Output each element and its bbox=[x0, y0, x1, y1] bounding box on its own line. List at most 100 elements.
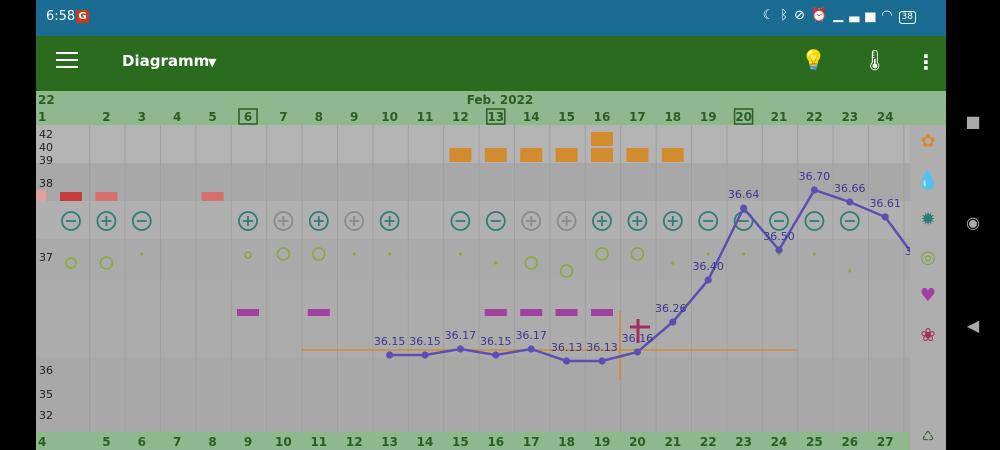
date-label[interactable]: 22 bbox=[806, 110, 823, 124]
mucus-marker bbox=[494, 261, 498, 265]
test-marker bbox=[733, 211, 754, 231]
date-label[interactable]: 15 bbox=[558, 110, 575, 124]
wifi-icon: ◠ bbox=[881, 8, 899, 23]
temperature-point[interactable] bbox=[775, 246, 783, 254]
temperature-point[interactable] bbox=[492, 351, 500, 359]
temperature-point[interactable] bbox=[563, 357, 571, 365]
cycle-day-label: 24 bbox=[771, 435, 788, 449]
lightbulb-icon[interactable]: 💡 bbox=[801, 48, 826, 72]
more-vert-icon[interactable]: ⋮ bbox=[916, 50, 936, 74]
mucus-marker bbox=[812, 252, 817, 256]
back-triangle-icon[interactable]: ◀ bbox=[966, 316, 980, 335]
spotting-marker bbox=[201, 192, 224, 201]
square-icon[interactable]: ■ bbox=[965, 112, 981, 131]
date-label[interactable]: 23 bbox=[841, 110, 858, 124]
cycle-day-label: 19 bbox=[594, 435, 611, 449]
settings-flower-icon[interactable]: ❀ bbox=[920, 325, 936, 346]
google-icon: G bbox=[76, 10, 89, 23]
date-label[interactable]: 24 bbox=[877, 110, 894, 124]
status-time: 6:58 bbox=[46, 9, 76, 24]
cycle-day-label: 6 bbox=[138, 435, 146, 449]
circle-icon[interactable]: ◉ bbox=[966, 213, 980, 232]
mucus-marker bbox=[742, 252, 746, 256]
intercourse-marker bbox=[307, 309, 330, 316]
temperature-point[interactable] bbox=[740, 204, 748, 212]
date-label[interactable]: 4 bbox=[173, 110, 181, 124]
test-marker bbox=[556, 211, 577, 231]
date-label[interactable]: 10 bbox=[381, 110, 398, 124]
mood-marker bbox=[591, 148, 613, 162]
mucus-marker bbox=[388, 252, 392, 256]
date-label[interactable]: 2 bbox=[102, 110, 110, 124]
temperature-point[interactable] bbox=[810, 186, 819, 194]
temperature-label: 36.15 bbox=[374, 335, 406, 348]
date-label[interactable]: 13 bbox=[487, 110, 504, 124]
date-label[interactable]: 18 bbox=[664, 110, 681, 124]
temperature-point[interactable] bbox=[421, 351, 429, 359]
heart-icon[interactable]: ♥ bbox=[919, 285, 937, 306]
temperature-label: 36.70 bbox=[799, 170, 831, 183]
temperature-point[interactable] bbox=[633, 348, 642, 356]
date-label[interactable]: 12 bbox=[452, 110, 469, 124]
temperature-point[interactable] bbox=[669, 318, 677, 326]
temperature-line bbox=[389, 188, 922, 363]
chevron-down-icon[interactable]: ▼ bbox=[208, 56, 217, 69]
temperature-point[interactable] bbox=[598, 357, 606, 365]
date-label[interactable]: 9 bbox=[350, 110, 358, 124]
mucus-marker bbox=[524, 256, 538, 270]
date-label[interactable]: 17 bbox=[629, 110, 646, 124]
temperature-point[interactable] bbox=[881, 213, 889, 221]
test-marker bbox=[131, 211, 152, 231]
temperature-point[interactable] bbox=[704, 276, 712, 284]
test-marker bbox=[804, 211, 825, 231]
date-label[interactable]: 14 bbox=[523, 110, 540, 124]
system-nav-bar: ■ ◉ ◀ bbox=[946, 0, 1000, 450]
cervix-icon[interactable]: ◎ bbox=[920, 247, 936, 268]
week-start-box bbox=[486, 108, 506, 125]
mucus-marker bbox=[244, 251, 252, 259]
date-label[interactable]: 11 bbox=[417, 110, 434, 124]
date-label[interactable]: 7 bbox=[279, 110, 287, 124]
date-label[interactable]: 6 bbox=[244, 110, 252, 124]
view-dropdown-title[interactable]: Diagramm bbox=[122, 52, 210, 70]
thermometer-icon[interactable]: 🌡 bbox=[862, 48, 888, 72]
mucus-marker bbox=[140, 252, 144, 256]
bleeding-marker bbox=[60, 192, 82, 201]
temperature-point[interactable] bbox=[846, 198, 854, 206]
date-label[interactable]: 3 bbox=[138, 110, 146, 124]
splash-icon[interactable]: ✹ bbox=[920, 209, 936, 230]
date-label[interactable]: 19 bbox=[700, 110, 717, 124]
mucus-marker bbox=[848, 269, 852, 273]
date-label[interactable]: 5 bbox=[208, 110, 216, 124]
blood-drop-icon[interactable]: 💧 bbox=[916, 170, 940, 191]
menu-icon bbox=[56, 52, 78, 54]
test-marker bbox=[592, 211, 612, 231]
cycle-chart[interactable]: 22 Feb. 2022 1 2 3 4 5 6 7 8 9 10 11 12 13 14 15 16 17 18… bbox=[36, 91, 946, 450]
temperature-label: 36.13 bbox=[551, 341, 583, 354]
cycle-day-label: 5 bbox=[102, 435, 110, 449]
date-row: 1 2 3 4 5 6 7 8 9 10 11 12 13 14 15 16 17 18 19 20 21 22 23 24 bbox=[38, 108, 894, 125]
moon-icon: ☾ bbox=[762, 8, 781, 23]
alarm-icon: ⏰ bbox=[811, 8, 834, 23]
menu-button[interactable] bbox=[56, 52, 78, 70]
scale-label: 39 bbox=[39, 154, 53, 167]
temperature-label: 36.16 bbox=[622, 332, 654, 345]
date-label[interactable]: 16 bbox=[594, 110, 611, 124]
date-label[interactable]: 8 bbox=[315, 110, 323, 124]
flower-icon[interactable]: ✿ bbox=[920, 131, 936, 152]
scale-label: 42 bbox=[39, 128, 53, 141]
test-marker bbox=[308, 211, 329, 231]
date-label[interactable]: 20 bbox=[735, 110, 752, 124]
mood-marker bbox=[520, 148, 543, 162]
date-label[interactable]: 21 bbox=[771, 110, 788, 124]
battery-icon: 38 bbox=[898, 11, 916, 24]
cycle-day-label: 10 bbox=[275, 435, 292, 449]
cycle-day-label: 15 bbox=[452, 435, 469, 449]
temperature-point[interactable] bbox=[456, 345, 464, 353]
temperature-point[interactable] bbox=[527, 345, 535, 353]
intercourse-marker bbox=[520, 309, 543, 316]
cycle-icon[interactable]: ♺ bbox=[921, 429, 935, 445]
cycle-day-label: 12 bbox=[346, 435, 363, 449]
temperature-point[interactable] bbox=[386, 351, 394, 359]
